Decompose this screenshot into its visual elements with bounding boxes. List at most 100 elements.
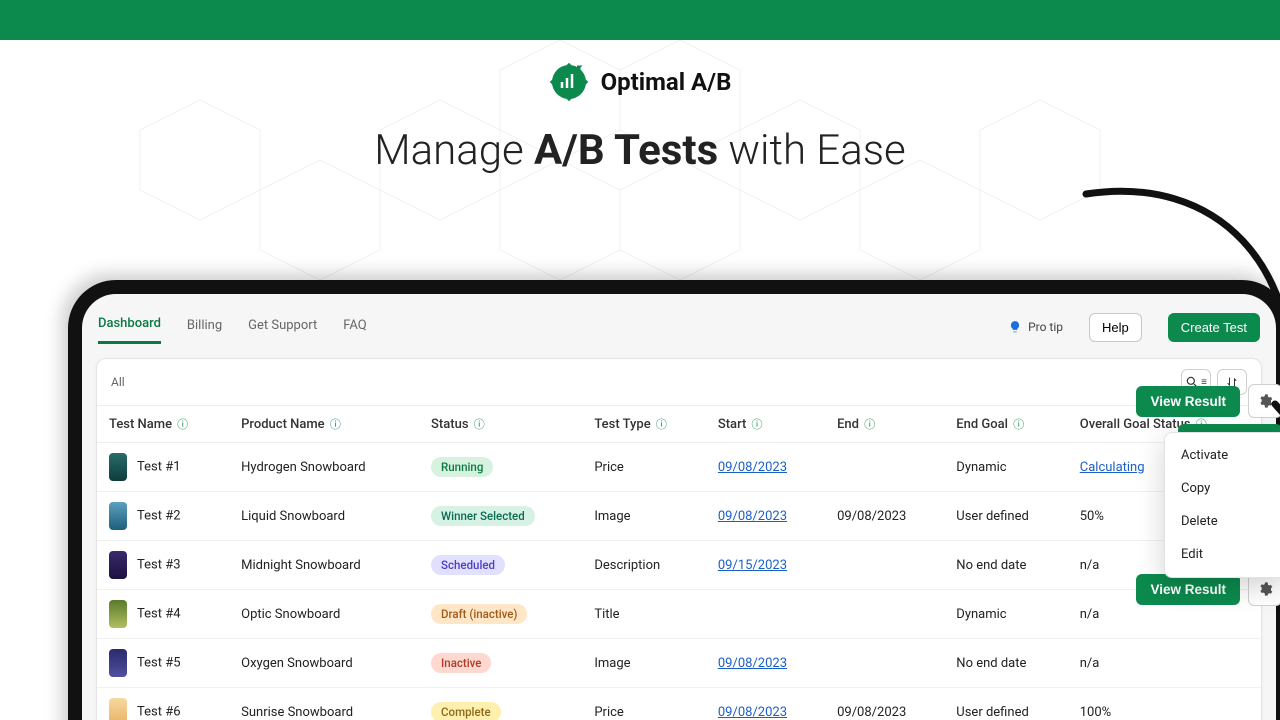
cell-end: [825, 541, 944, 590]
cell-overall: n/a: [1068, 639, 1261, 688]
product-thumb: [109, 649, 127, 677]
cell-product: Hydrogen Snowboard: [229, 443, 419, 492]
table-body: Test #1Hydrogen Snowboard Running Price 09/…: [97, 443, 1261, 720]
status-badge: Inactive: [431, 653, 491, 673]
col-status: Status ⓘ: [419, 406, 582, 443]
menu-item-delete[interactable]: Delete: [1165, 505, 1280, 538]
table-row[interactable]: Test #1Hydrogen Snowboard Running Price 09/…: [97, 443, 1261, 492]
cell-test-name: Test #6: [97, 688, 229, 720]
info-icon[interactable]: ⓘ: [656, 418, 667, 431]
row-gear-button[interactable]: [1248, 384, 1280, 418]
tests-table: Test Name ⓘProduct Name ⓘStatus ⓘTest Ty…: [97, 406, 1261, 720]
cell-end: 09/08/2023: [825, 688, 944, 720]
pro-tip-label: Pro tip: [1028, 320, 1063, 334]
cell-type: Description: [582, 541, 706, 590]
cell-status: Inactive: [419, 639, 582, 688]
cell-goal: User defined: [944, 492, 1067, 541]
cell-start: 09/15/2023: [706, 541, 825, 590]
cell-type: Image: [582, 492, 706, 541]
start-date-link[interactable]: 09/15/2023: [718, 558, 787, 573]
col-start: Start ⓘ: [706, 406, 825, 443]
tagline-pre: Manage: [374, 126, 534, 175]
cell-start: 09/08/2023: [706, 688, 825, 720]
filter-all[interactable]: All: [111, 375, 125, 389]
product-thumb: [109, 600, 127, 628]
cell-status: Scheduled: [419, 541, 582, 590]
tab-billing[interactable]: Billing: [187, 312, 222, 343]
product-thumb: [109, 698, 127, 720]
pro-tip[interactable]: Pro tip: [1008, 320, 1063, 334]
col-product-name: Product Name ⓘ: [229, 406, 419, 443]
create-test-button[interactable]: Create Test: [1168, 313, 1260, 342]
view-result-button[interactable]: View Result: [1136, 574, 1240, 605]
start-date-link[interactable]: 09/08/2023: [718, 656, 787, 671]
col-end: End ⓘ: [825, 406, 944, 443]
col-test-type: Test Type ⓘ: [582, 406, 706, 443]
start-date-link[interactable]: 09/08/2023: [718, 509, 787, 524]
status-badge: Scheduled: [431, 555, 505, 575]
menu-item-copy[interactable]: Copy: [1165, 472, 1280, 505]
product-thumb: [109, 502, 127, 530]
view-result-button[interactable]: View Result: [1136, 386, 1240, 417]
info-icon[interactable]: ⓘ: [1013, 418, 1024, 431]
overall-link[interactable]: Calculating: [1080, 460, 1145, 475]
status-badge: Draft (inactive): [431, 604, 527, 624]
cell-status: Complete: [419, 688, 582, 720]
cell-start: [706, 590, 825, 639]
cell-type: Image: [582, 639, 706, 688]
table-row[interactable]: Test #4Optic SnowboardDraft (inactive)Ti…: [97, 590, 1261, 639]
cell-end: [825, 443, 944, 492]
tab-faq[interactable]: FAQ: [343, 312, 366, 343]
tab-get-support[interactable]: Get Support: [248, 312, 317, 343]
tagline: Manage A/B Tests with Ease: [0, 126, 1280, 175]
status-badge: Running: [431, 457, 493, 477]
start-date-link[interactable]: 09/08/2023: [718, 460, 787, 475]
brand-name: Optimal A/B: [601, 68, 732, 96]
info-icon[interactable]: ⓘ: [177, 418, 188, 431]
tests-panel: All ≡ Test Name ⓘProduct Name ⓘStatus ⓘT…: [96, 358, 1262, 720]
tagline-post: with Ease: [718, 126, 906, 175]
row-context-menu: ActivateCopyDeleteEdit: [1164, 432, 1280, 578]
cell-type: Price: [582, 688, 706, 720]
table-header-row: Test Name ⓘProduct Name ⓘStatus ⓘTest Ty…: [97, 406, 1261, 443]
cell-overall: 100%: [1068, 688, 1261, 720]
cell-status: Winner Selected: [419, 492, 582, 541]
cell-test-name: Test #4: [97, 590, 229, 639]
help-button[interactable]: Help: [1089, 313, 1142, 342]
tab-dashboard[interactable]: Dashboard: [98, 310, 161, 344]
cell-test-name: Test #3: [97, 541, 229, 590]
cell-test-name: Test #1: [97, 443, 229, 492]
info-icon[interactable]: ⓘ: [752, 418, 763, 431]
cell-end: 09/08/2023: [825, 492, 944, 541]
cell-goal: No end date: [944, 541, 1067, 590]
info-icon[interactable]: ⓘ: [330, 418, 341, 431]
brand-logo-icon: [549, 62, 589, 102]
tagline-bold: A/B Tests: [534, 126, 718, 175]
table-row[interactable]: Test #2Liquid SnowboardWinner SelectedIm…: [97, 492, 1261, 541]
cell-product: Optic Snowboard: [229, 590, 419, 639]
info-icon[interactable]: ⓘ: [474, 418, 485, 431]
lightbulb-icon: [1008, 320, 1022, 334]
start-date-link[interactable]: 09/08/2023: [718, 705, 787, 720]
table-row[interactable]: Test #5Oxygen Snowboard Inactive Image 09/0…: [97, 639, 1261, 688]
info-icon[interactable]: ⓘ: [864, 418, 875, 431]
table-row[interactable]: Test #3Midnight Snowboard Scheduled Descri…: [97, 541, 1261, 590]
cell-end: [825, 590, 944, 639]
gear-icon: [1257, 581, 1273, 597]
device-frame: Dashboard Billing Get Support FAQ Pro tip H…: [68, 280, 1280, 720]
cell-product: Midnight Snowboard: [229, 541, 419, 590]
status-badge: Complete: [431, 702, 501, 720]
table-row[interactable]: Test #6Sunrise SnowboardCompletePrice09/…: [97, 688, 1261, 720]
cell-goal: Dynamic: [944, 590, 1067, 639]
cell-product: Oxygen Snowboard: [229, 639, 419, 688]
product-thumb: [109, 551, 127, 579]
status-badge: Winner Selected: [431, 506, 535, 526]
menu-item-edit[interactable]: Edit: [1165, 538, 1280, 571]
action-row: View Result: [1136, 384, 1280, 418]
cell-test-name: Test #5: [97, 639, 229, 688]
cell-start: 09/08/2023: [706, 443, 825, 492]
cell-end: [825, 639, 944, 688]
menu-item-activate[interactable]: Activate: [1165, 439, 1280, 472]
cell-type: Price: [582, 443, 706, 492]
col-test-name: Test Name ⓘ: [97, 406, 229, 443]
